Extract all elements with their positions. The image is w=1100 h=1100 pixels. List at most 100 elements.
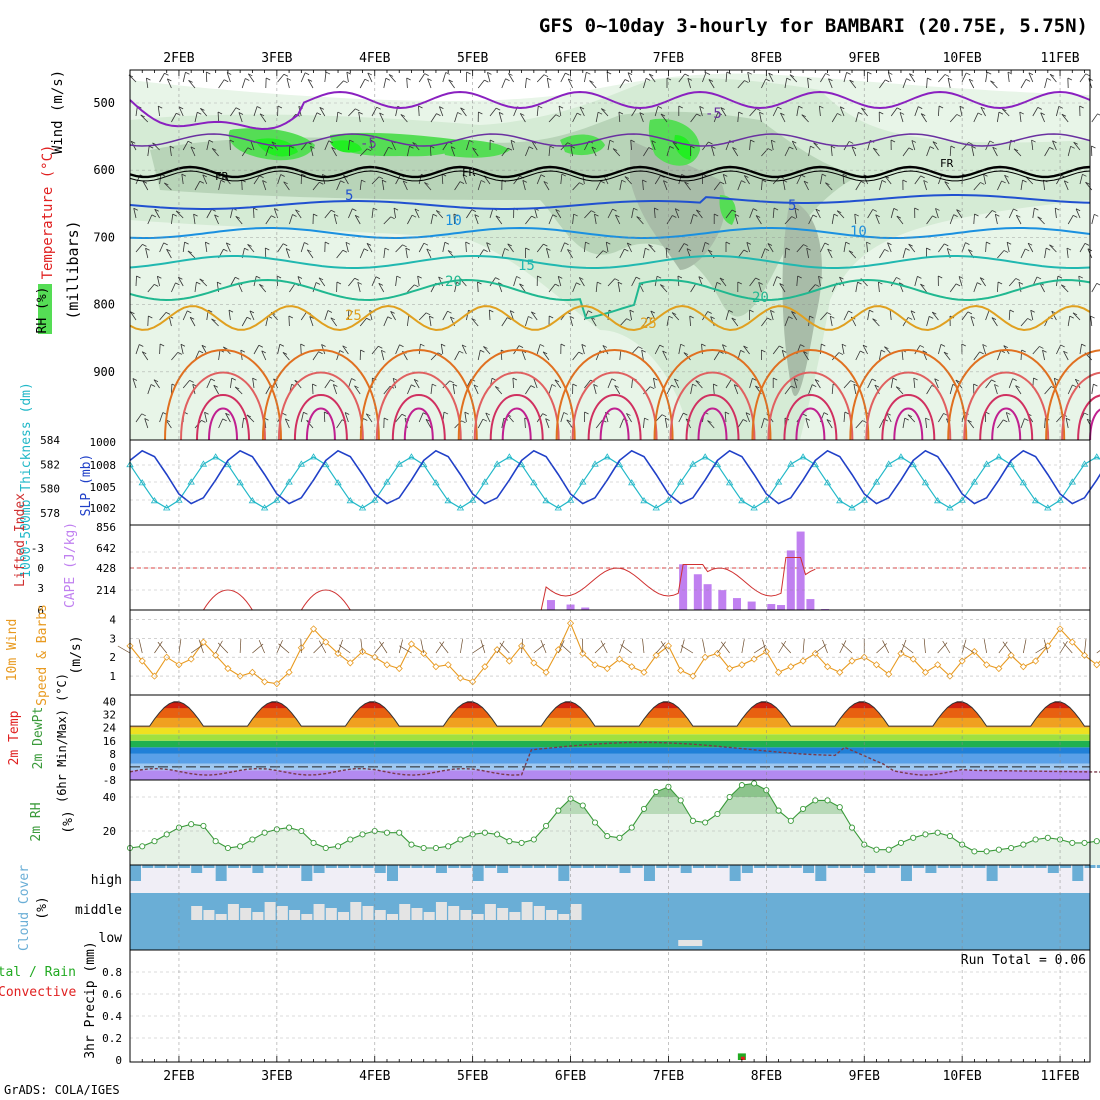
wind-barb <box>1074 378 1081 389</box>
wind-barb-flag <box>1070 145 1075 149</box>
wind-barb <box>615 214 621 225</box>
wind-barb-flag <box>707 420 712 423</box>
wind10m-barb <box>337 639 343 654</box>
cloud-high-bar <box>692 865 704 868</box>
wind-barb <box>135 344 140 355</box>
wind-barb-flag <box>379 112 384 116</box>
wind-barb-flag <box>558 275 563 279</box>
wind-barb-flag <box>411 214 417 218</box>
wind-barb-flag <box>167 78 172 82</box>
wind-barb-flag <box>224 79 229 83</box>
wind-barb-flag <box>508 73 513 76</box>
wind-barb-flag <box>245 78 250 81</box>
wind-barb-flag <box>899 282 904 286</box>
wind-barb <box>589 80 597 89</box>
wind-barb <box>548 214 554 225</box>
slp-ylabel: SLP (mb) <box>79 454 94 517</box>
wind-barb <box>169 146 172 157</box>
wind-barb-flag <box>683 243 689 246</box>
lifted-index-tick-label: 0 <box>37 562 44 575</box>
wind-barb-flag <box>566 419 571 423</box>
wind-barb-flag <box>1085 73 1090 77</box>
wind-barb-flag <box>838 352 844 355</box>
wind-barb-flag <box>633 207 638 211</box>
wind-barb-flag <box>235 215 240 219</box>
thickness-marker <box>481 478 489 485</box>
wind-barb-flag <box>325 71 331 75</box>
wind-barb <box>737 112 740 123</box>
wind-barb <box>725 379 732 389</box>
wind-barb <box>525 146 530 157</box>
thickness-tick-label: 582 <box>40 458 60 471</box>
wind-barb-flag <box>154 283 159 287</box>
wind10m-barb <box>1022 639 1027 654</box>
wind-barb-flag <box>874 384 880 388</box>
thickness-marker <box>138 479 146 486</box>
wind-barb-flag <box>567 142 572 146</box>
wind10m-marker <box>652 651 660 659</box>
wind-barb <box>666 215 673 225</box>
wind-barb <box>366 243 373 253</box>
wind-barb <box>631 276 637 287</box>
wind-barb <box>1067 384 1073 395</box>
wind-barb-flag <box>875 214 880 218</box>
wind-barb-flag <box>826 419 832 422</box>
cloud-mid-clear <box>276 906 288 920</box>
wind10m-barb <box>717 641 726 654</box>
wind-barb-flag <box>285 248 291 251</box>
wind-barb-flag <box>1025 248 1030 252</box>
wind-barb <box>171 282 176 293</box>
wind-barb <box>997 180 1002 191</box>
wind-barb-flag <box>178 106 184 110</box>
wind-barb <box>701 344 703 355</box>
thickness-ylabel: 1000-500mb Thickness (dm) <box>19 382 34 578</box>
wind-barb <box>997 281 999 293</box>
wind-barb-flag <box>542 413 547 416</box>
wind-barb <box>354 385 361 395</box>
wind-barb-flag <box>551 384 557 387</box>
thickness-marker <box>1044 504 1052 511</box>
wind-barb <box>187 250 196 259</box>
wind10m-marker <box>983 661 991 669</box>
wind-barb <box>827 248 833 259</box>
temperature-contour-label: 5 <box>345 188 353 204</box>
wind-barb-flag <box>692 383 697 387</box>
wind-barb-flag <box>528 316 533 319</box>
wind-barb <box>660 113 668 123</box>
cloud-mid-clear <box>533 906 545 920</box>
wind-barb <box>695 380 703 389</box>
wind10m-barb <box>680 645 694 654</box>
wind-barb <box>487 72 491 83</box>
cloud-mid-clear <box>497 908 509 920</box>
wind-barb <box>1015 385 1022 395</box>
wind-barb <box>1005 412 1010 423</box>
rh2m-marker <box>824 797 831 804</box>
wind-barb <box>820 174 823 185</box>
wind-barb <box>839 276 845 287</box>
wind10m-barb <box>937 642 948 654</box>
wind-barb-flag <box>725 241 731 245</box>
wind-barb <box>796 106 799 117</box>
wind-barb-flag <box>1025 78 1031 82</box>
wind-barb <box>395 344 400 355</box>
wind-barb-flag <box>321 344 326 347</box>
wind-barb-flag <box>158 105 163 109</box>
wind-barb-flag <box>728 310 733 313</box>
wind-barb-flag <box>1061 284 1066 288</box>
wind-barb-flag <box>441 343 446 347</box>
wind-barb <box>1091 214 1095 225</box>
wind-barb <box>731 317 739 327</box>
wind10m-marker <box>603 664 611 673</box>
wind-barb <box>182 380 190 389</box>
wind-barb <box>241 317 248 327</box>
wind-barb-flag <box>812 384 817 388</box>
wind-barb-flag <box>995 213 1000 217</box>
rh2m-marker <box>591 819 599 826</box>
wind-barb-flag <box>1031 139 1036 143</box>
lifted-index-bump <box>202 589 253 611</box>
wind-barb <box>133 208 137 219</box>
wind-barb-flag <box>788 316 793 320</box>
wind-barb-flag <box>944 74 950 77</box>
wind-barb <box>259 113 267 123</box>
rh2m-fill-low <box>130 783 1100 865</box>
